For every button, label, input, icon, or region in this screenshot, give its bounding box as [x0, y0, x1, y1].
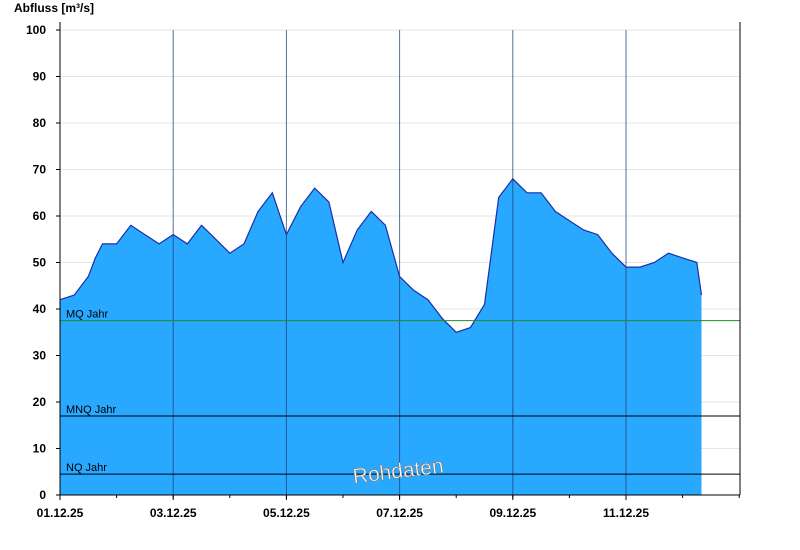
x-tick-label: 01.12.25	[37, 506, 84, 520]
y-tick-label: 10	[33, 442, 47, 456]
y-tick-label: 80	[33, 116, 47, 130]
y-tick-label: 60	[33, 209, 47, 223]
reference-label: MQ Jahr	[66, 309, 109, 321]
y-tick-label: 40	[33, 302, 47, 316]
y-axis-label: Abfluss [m³/s]	[14, 1, 94, 15]
x-tick-label: 05.12.25	[263, 506, 310, 520]
reference-label: MNQ Jahr	[66, 404, 116, 416]
y-tick-label: 90	[33, 70, 47, 84]
x-tick-label: 09.12.25	[489, 506, 536, 520]
y-tick-label: 50	[33, 256, 47, 270]
y-tick-label: 20	[33, 395, 47, 409]
y-tick-label: 30	[33, 349, 47, 363]
x-tick-label: 07.12.25	[376, 506, 423, 520]
y-tick-label: 70	[33, 163, 47, 177]
y-tick-label: 0	[39, 488, 46, 502]
discharge-area	[60, 179, 702, 495]
x-tick-label: 03.12.25	[150, 506, 197, 520]
data-area	[60, 179, 702, 495]
reference-label: NQ Jahr	[66, 462, 107, 474]
x-tick-label: 11.12.25	[603, 506, 649, 520]
y-tick-label: 100	[26, 23, 46, 37]
